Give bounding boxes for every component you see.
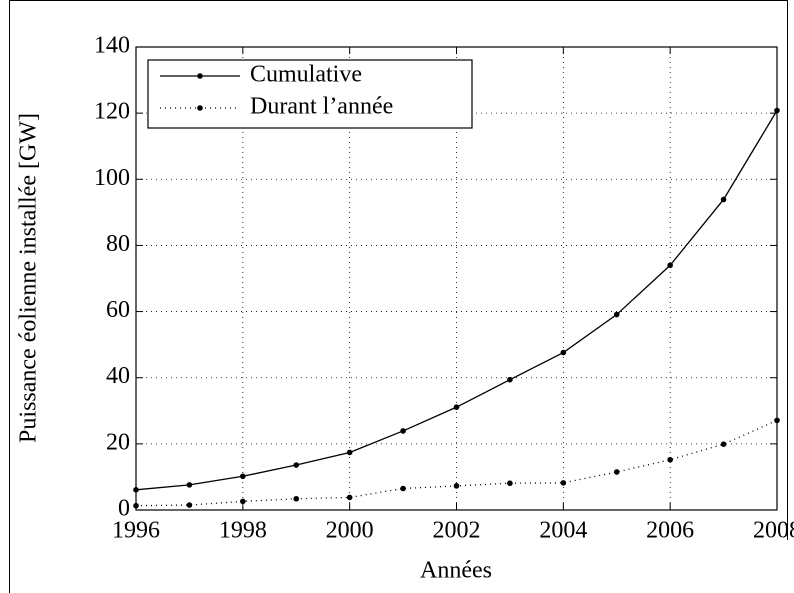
data-point bbox=[453, 404, 460, 410]
data-point bbox=[453, 483, 460, 489]
data-point bbox=[293, 462, 300, 468]
data-point bbox=[400, 428, 406, 434]
legend-marker bbox=[197, 73, 203, 79]
legend-label: Durant l’année bbox=[250, 94, 393, 120]
data-point bbox=[133, 487, 139, 493]
data-point bbox=[774, 107, 780, 114]
data-point bbox=[613, 311, 620, 318]
data-point bbox=[774, 417, 780, 424]
data-point bbox=[240, 498, 246, 505]
data-point bbox=[667, 262, 673, 269]
legend-marker bbox=[197, 105, 203, 111]
y-tick-label: 140 bbox=[94, 33, 130, 59]
data-point bbox=[346, 494, 353, 501]
data-point bbox=[346, 449, 353, 456]
legend-box bbox=[147, 59, 473, 129]
data-point bbox=[133, 502, 139, 509]
y-tick-label: 80 bbox=[106, 231, 130, 257]
x-tick-label: 1998 bbox=[219, 518, 267, 544]
x-tick-label: 1996 bbox=[112, 518, 160, 544]
x-tick-label: 2006 bbox=[646, 518, 694, 544]
y-tick-label: 100 bbox=[94, 165, 130, 191]
data-point bbox=[667, 456, 673, 463]
x-tick-label: 2008 bbox=[753, 518, 794, 544]
axes-box bbox=[135, 46, 778, 511]
y-tick-label: 60 bbox=[106, 297, 130, 323]
data-point bbox=[507, 376, 513, 383]
data-point bbox=[507, 480, 513, 487]
y-tick-label: 40 bbox=[106, 363, 130, 389]
frame bbox=[9, 0, 788, 593]
x-tick-label: 2004 bbox=[539, 518, 587, 544]
data-point bbox=[560, 480, 567, 486]
x-axis-label: Années bbox=[420, 558, 492, 584]
legend-label: Cumulative bbox=[250, 62, 362, 88]
data-point bbox=[240, 473, 246, 480]
x-tick-label: 2002 bbox=[433, 518, 481, 544]
data-point bbox=[186, 482, 193, 488]
y-tick-label: 120 bbox=[94, 99, 130, 125]
y-tick-label: 0 bbox=[118, 496, 130, 522]
data-point bbox=[400, 485, 406, 492]
x-tick-label: 2000 bbox=[326, 518, 374, 544]
data-point bbox=[293, 495, 300, 502]
data-point bbox=[720, 441, 727, 447]
data-point bbox=[560, 349, 567, 356]
y-tick-label: 20 bbox=[106, 429, 130, 455]
data-point bbox=[613, 469, 620, 475]
data-point bbox=[186, 502, 193, 508]
y-axis-label: Puissance éolienne installée [GW] bbox=[16, 113, 42, 443]
data-point bbox=[720, 196, 727, 203]
